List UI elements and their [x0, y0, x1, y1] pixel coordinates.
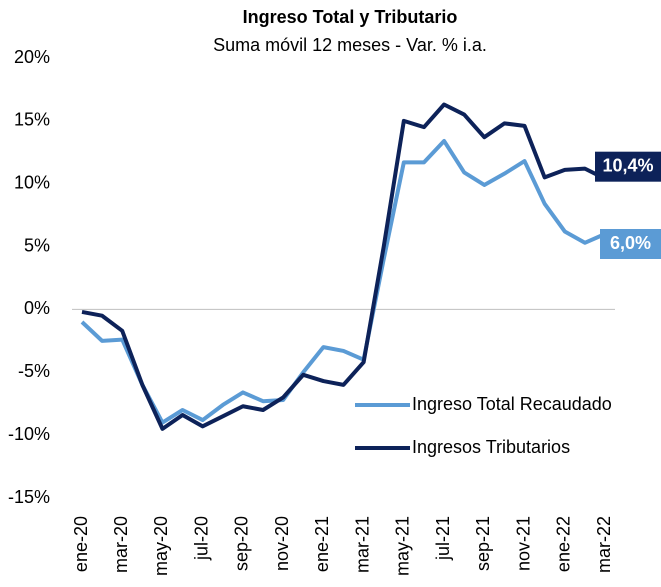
x-tick-label: nov-21 [513, 516, 533, 571]
legend-label: Ingreso Total Recaudado [412, 394, 612, 414]
x-tick-label: jul-20 [191, 516, 211, 561]
x-tick-label: mar-21 [352, 516, 372, 573]
chart-subtitle: Suma móvil 12 meses - Var. % i.a. [213, 35, 487, 55]
x-tick-label: sep-20 [232, 516, 252, 571]
x-tick-label: nov-20 [272, 516, 292, 571]
y-tick-label: 20% [14, 47, 50, 67]
x-tick-label: may-20 [151, 516, 171, 576]
y-tick-label: -10% [8, 424, 50, 444]
x-tick-label: mar-22 [594, 516, 614, 573]
y-tick-label: 15% [14, 110, 50, 130]
value-label: 6,0% [610, 233, 651, 253]
x-tick-label: sep-21 [473, 516, 493, 571]
chart-title: Ingreso Total y Tributario [243, 7, 458, 27]
value-label-box [600, 229, 661, 259]
x-tick-label: may-21 [393, 516, 413, 576]
x-tick-label: jul-21 [433, 516, 453, 561]
y-tick-label: 5% [24, 235, 50, 255]
y-tick-label: -5% [18, 361, 50, 381]
x-tick-label: ene-20 [71, 516, 91, 572]
value-label-box [595, 151, 661, 182]
x-tick-label: mar-20 [111, 516, 131, 573]
x-tick-label: ene-22 [554, 516, 574, 572]
y-tick-label: -15% [8, 487, 50, 507]
value-label: 10,4% [602, 155, 653, 175]
series-line [80, 138, 606, 425]
y-tick-label: 0% [24, 298, 50, 318]
series-line [81, 102, 606, 431]
y-tick-label: 10% [14, 172, 50, 192]
x-tick-label: ene-21 [312, 516, 332, 572]
legend-label: Ingresos Tributarios [412, 437, 570, 457]
